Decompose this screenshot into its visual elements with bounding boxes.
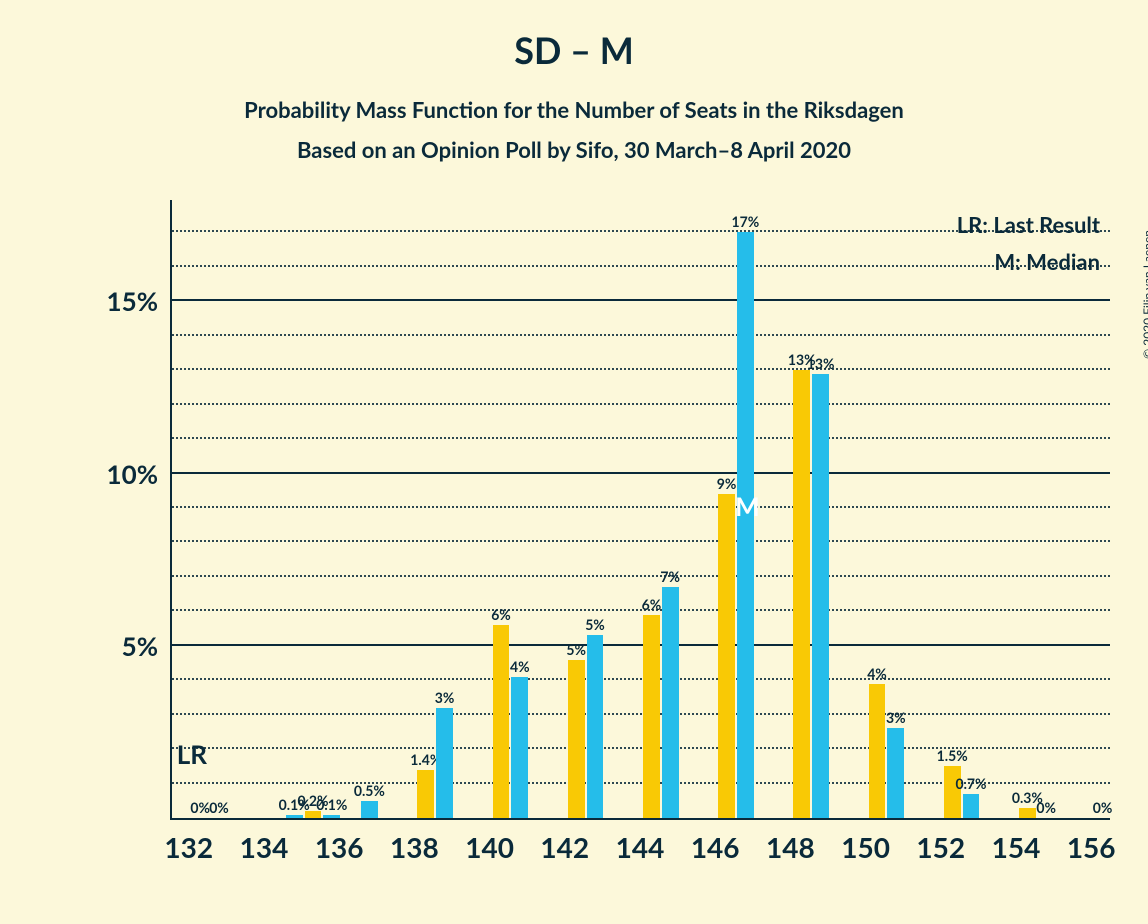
bar-series-blue: 0.1% — [286, 815, 303, 818]
x-tick-label: 140 — [465, 830, 514, 864]
bar-value-label: 1.5% — [937, 747, 968, 766]
gridline-minor — [172, 747, 1110, 749]
gridline-major — [172, 299, 1110, 301]
bar-series-blue: 3% — [887, 728, 904, 818]
bar-series-blue: 13% — [812, 374, 829, 818]
bar-value-label: 3% — [435, 689, 455, 708]
bar-series-yellow: 1.4% — [417, 770, 434, 818]
x-tick-label: 150 — [841, 830, 890, 864]
bar-value-label: 4% — [510, 658, 530, 677]
gridline-minor — [172, 265, 1110, 267]
x-tick-label: 138 — [390, 830, 439, 864]
bar-series-blue: 0.5% — [361, 801, 378, 818]
gridline-minor — [172, 437, 1110, 439]
legend: LR: Last Result M: Median — [957, 206, 1100, 281]
bar-series-blue: 4% — [511, 677, 528, 818]
lr-marker-label: LR — [177, 738, 207, 770]
gridline-minor — [172, 678, 1110, 680]
bar-value-label: 4% — [867, 665, 887, 684]
chart-subtitle: Probability Mass Function for the Number… — [0, 90, 1148, 169]
bar-series-blue: 17% — [737, 232, 754, 818]
bar-value-label: 3% — [886, 709, 906, 728]
bar-series-blue: 5% — [587, 635, 604, 818]
bar-value-label: 6% — [642, 596, 662, 615]
gridline-minor — [172, 506, 1110, 508]
gridline-major — [172, 472, 1110, 474]
bar-series-yellow: 9% — [718, 494, 735, 818]
bar-series-yellow: 6% — [493, 625, 510, 818]
bar-series-yellow: 0.3% — [1019, 808, 1036, 818]
subtitle-line-1: Probability Mass Function for the Number… — [244, 96, 904, 123]
bar-value-label: 5% — [585, 616, 605, 635]
bar-value-label: 6% — [491, 606, 511, 625]
bar-value-label: 0% — [1036, 799, 1056, 818]
x-tick-label: 142 — [540, 830, 589, 864]
bar-value-label: 5% — [566, 641, 586, 660]
bar-value-label: 0.1% — [316, 796, 347, 815]
subtitle-line-2: Based on an Opinion Poll by Sifo, 30 Mar… — [297, 136, 851, 163]
bar-value-label: 0.5% — [354, 782, 385, 801]
median-marker-label: M — [735, 490, 760, 522]
bar-series-blue: 0.1% — [323, 815, 340, 818]
bar-series-yellow: 6% — [643, 615, 660, 818]
x-tick-label: 148 — [766, 830, 815, 864]
bar-series-blue: 7% — [662, 587, 679, 818]
bar-value-label: 0% — [190, 799, 210, 818]
x-tick-label: 154 — [992, 830, 1041, 864]
gridline-minor — [172, 368, 1110, 370]
gridline-minor — [172, 575, 1110, 577]
bar-value-label: 0.7% — [955, 775, 986, 794]
x-tick-label: 136 — [315, 830, 364, 864]
bar-series-blue: 3% — [436, 708, 453, 818]
plot-region: LR: Last Result M: Median 5%10%15%0%0%0.… — [170, 200, 1110, 820]
chart-area: LR: Last Result M: Median 5%10%15%0%0%0.… — [100, 200, 1110, 880]
x-axis: 132134136138140142144146148150152154156 — [170, 826, 1110, 876]
x-tick-label: 134 — [240, 830, 289, 864]
gridline-minor — [172, 540, 1110, 542]
bar-value-label: 17% — [732, 213, 760, 232]
y-tick-label: 10% — [107, 458, 172, 490]
bar-value-label: 0% — [209, 799, 229, 818]
gridline-minor — [172, 403, 1110, 405]
bar-value-label: 0% — [1093, 799, 1113, 818]
bar-series-blue: 0.7% — [963, 794, 980, 818]
x-tick-label: 152 — [916, 830, 965, 864]
gridline-minor — [172, 334, 1110, 336]
y-tick-label: 15% — [107, 285, 172, 317]
gridline-minor — [172, 230, 1110, 232]
x-tick-label: 156 — [1067, 830, 1116, 864]
bar-series-yellow: 13% — [793, 370, 810, 818]
legend-m: M: Median — [957, 243, 1100, 280]
bar-value-label: 7% — [660, 568, 680, 587]
legend-lr: LR: Last Result — [957, 206, 1100, 243]
x-tick-label: 132 — [164, 830, 213, 864]
copyright-text: © 2020 Filip van Laenen — [1140, 230, 1148, 359]
bar-series-yellow: 5% — [568, 660, 585, 818]
gridline-major — [172, 644, 1110, 646]
x-tick-label: 144 — [616, 830, 665, 864]
gridline-minor — [172, 713, 1110, 715]
y-tick-label: 5% — [122, 630, 172, 662]
bar-value-label: 13% — [807, 355, 835, 374]
bar-value-label: 9% — [717, 475, 737, 494]
chart-title: SD – M — [0, 0, 1148, 72]
x-tick-label: 146 — [691, 830, 740, 864]
bar-series-yellow: 4% — [869, 684, 886, 818]
